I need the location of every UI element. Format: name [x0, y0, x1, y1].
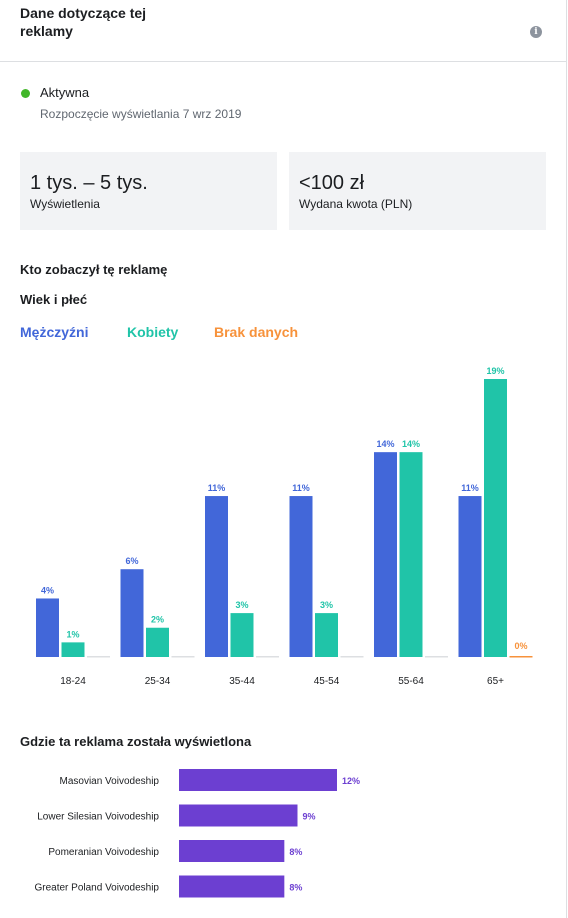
region-label: Pomeranian Voivodeship — [48, 847, 159, 858]
legend-unknown[interactable]: Brak danych — [214, 324, 299, 340]
bar-label: 14% — [402, 439, 420, 449]
region-bar-value: 8% — [289, 847, 302, 857]
header-divider — [0, 61, 566, 62]
bar-35-44-Kobiety[interactable] — [230, 613, 254, 657]
x-tick-label: 25-34 — [145, 676, 171, 687]
bar-55-64-Kobiety[interactable] — [399, 452, 423, 657]
region-bar[interactable] — [179, 804, 298, 827]
region-bar-value: 12% — [342, 776, 360, 786]
legend-women[interactable]: Kobiety — [127, 324, 179, 340]
info-icon[interactable]: i — [530, 26, 542, 38]
active-status-dot — [21, 89, 30, 98]
region-chart: Masovian Voivodeship 12% Lower Silesian Vo… — [34, 769, 360, 898]
bar-45-54-Brak danych[interactable] — [340, 656, 364, 658]
x-tick-label: 55-64 — [398, 676, 424, 687]
bar-label: 4% — [41, 585, 54, 595]
impressions-card: 1 tys. – 5 tys. Wyświetlenia — [20, 152, 277, 230]
bar-label: 14% — [376, 439, 394, 449]
panel-title: Dane dotyczące tej reklamy — [20, 5, 147, 39]
region-bar[interactable] — [179, 875, 285, 898]
bar-25-34-Mężczyźni[interactable] — [120, 569, 144, 657]
bar-65+-Mężczyźni[interactable] — [458, 496, 482, 657]
bar-65+-Brak danych[interactable] — [509, 656, 533, 658]
bar-label: 3% — [320, 600, 333, 610]
spend-value: <100 zł — [299, 172, 365, 194]
bar-35-44-Brak danych[interactable] — [256, 656, 279, 658]
bar-label: 11% — [292, 483, 310, 493]
x-tick-label: 65+ — [487, 676, 504, 687]
age-gender-subtitle: Wiek i płeć — [20, 292, 88, 307]
bar-label: 6% — [125, 556, 138, 566]
bar-18-24-Kobiety[interactable] — [61, 642, 85, 657]
region-bar[interactable] — [179, 769, 337, 791]
bar-label: 19% — [486, 366, 504, 376]
bar-45-54-Mężczyźni[interactable] — [289, 496, 313, 657]
age-gender-chart: 4% 1% 18-24 6% 2% 25-34 11% 3% 35-44 11% 3% 45-54 14… — [36, 366, 533, 687]
bar-65+-Kobiety[interactable] — [484, 379, 507, 657]
status-label: Aktywna — [40, 85, 90, 100]
bar-25-34-Brak danych[interactable] — [171, 656, 195, 658]
region-bar-value: 8% — [289, 883, 302, 893]
impressions-value: 1 tys. – 5 tys. — [30, 172, 148, 194]
region-bar[interactable] — [179, 840, 285, 862]
bar-label: 0% — [514, 641, 527, 651]
region-label: Lower Silesian Voivodeship — [37, 812, 159, 823]
bar-label: 11% — [461, 483, 479, 493]
bar-55-64-Mężczyźni[interactable] — [374, 452, 397, 657]
placement-title: Gdzie ta reklama została wyświetlona — [20, 734, 252, 749]
bar-label: 1% — [66, 629, 79, 639]
bar-label: 11% — [208, 483, 226, 493]
x-tick-label: 35-44 — [229, 676, 255, 687]
legend-men[interactable]: Mężczyźni — [20, 324, 89, 340]
bar-45-54-Kobiety[interactable] — [315, 613, 338, 657]
region-label: Greater Poland Voivodeship — [34, 883, 159, 894]
bar-18-24-Mężczyźni[interactable] — [36, 598, 59, 657]
bar-25-34-Kobiety[interactable] — [146, 627, 169, 657]
impressions-label: Wyświetlenia — [30, 197, 100, 211]
audience-title: Kto zobaczył tę reklamę — [20, 262, 168, 277]
bar-label: 3% — [235, 600, 248, 610]
x-tick-label: 18-24 — [60, 676, 86, 687]
spend-card: <100 zł Wydana kwota (PLN) — [289, 152, 546, 230]
bar-18-24-Brak danych[interactable] — [87, 656, 110, 658]
spend-label: Wydana kwota (PLN) — [299, 197, 413, 211]
region-bar-value: 9% — [303, 812, 316, 822]
bar-55-64-Brak danych[interactable] — [425, 656, 448, 658]
start-date-text: Rozpoczęcie wyświetlania 7 wrz 2019 — [40, 107, 242, 121]
region-label: Masovian Voivodeship — [59, 776, 159, 787]
x-tick-label: 45-54 — [314, 676, 340, 687]
bar-label: 2% — [151, 615, 164, 625]
bar-35-44-Mężczyźni[interactable] — [205, 496, 228, 657]
